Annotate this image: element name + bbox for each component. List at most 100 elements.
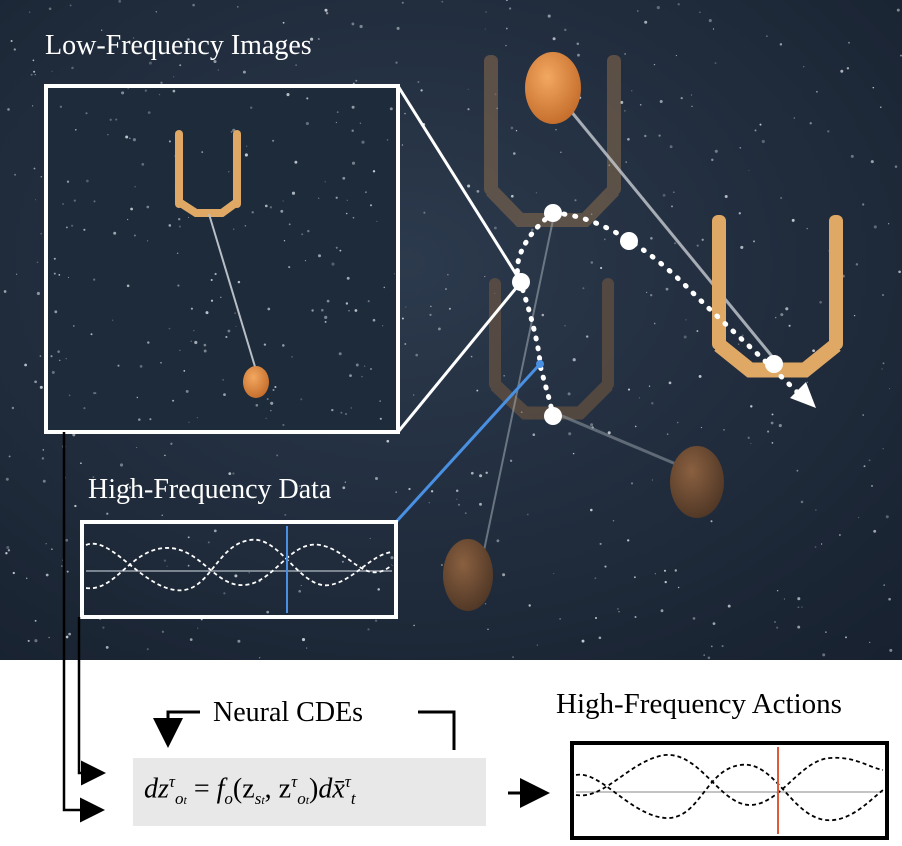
star xyxy=(685,319,687,321)
star xyxy=(65,358,67,360)
star xyxy=(147,240,149,242)
star xyxy=(282,21,285,24)
star xyxy=(227,329,231,333)
star xyxy=(266,398,269,400)
star xyxy=(676,421,679,424)
star xyxy=(797,625,801,629)
star xyxy=(300,398,303,401)
star xyxy=(232,472,235,475)
data-wave-2 xyxy=(85,543,393,589)
star xyxy=(276,454,279,457)
star xyxy=(86,179,89,183)
star xyxy=(136,396,139,399)
star xyxy=(237,639,241,643)
star xyxy=(274,385,277,389)
star xyxy=(656,6,660,10)
star xyxy=(168,327,171,330)
star xyxy=(671,205,673,208)
star xyxy=(888,597,891,601)
star xyxy=(42,449,45,451)
star xyxy=(34,639,38,643)
star xyxy=(132,138,136,142)
star xyxy=(585,335,589,338)
star xyxy=(163,559,167,562)
star xyxy=(727,604,731,608)
star xyxy=(65,635,69,639)
star xyxy=(147,111,151,114)
star xyxy=(815,509,817,511)
star xyxy=(633,576,636,579)
star xyxy=(282,344,285,347)
trajectory-point xyxy=(544,407,562,425)
star xyxy=(417,80,420,84)
star xyxy=(404,112,406,115)
star xyxy=(348,310,350,312)
star xyxy=(342,176,346,180)
star xyxy=(90,333,93,336)
star xyxy=(7,549,11,552)
star xyxy=(624,53,626,55)
star xyxy=(404,343,407,345)
star xyxy=(700,427,702,429)
star xyxy=(445,288,447,290)
star xyxy=(66,180,70,183)
star xyxy=(806,227,808,230)
star xyxy=(644,134,647,138)
star xyxy=(188,421,190,423)
star xyxy=(300,488,302,490)
star xyxy=(408,487,411,491)
star xyxy=(324,315,328,319)
star xyxy=(863,465,866,468)
star xyxy=(117,364,120,367)
star xyxy=(476,190,480,193)
star xyxy=(326,299,330,303)
star xyxy=(340,411,343,414)
star xyxy=(457,503,461,506)
star xyxy=(880,106,882,109)
star xyxy=(53,272,56,275)
trajectory-arrowhead xyxy=(790,382,816,408)
star xyxy=(294,160,298,164)
star xyxy=(771,442,774,444)
star xyxy=(155,11,158,13)
star xyxy=(8,455,11,458)
star xyxy=(83,228,86,231)
star xyxy=(638,397,640,399)
star xyxy=(284,513,287,516)
star xyxy=(244,225,247,227)
trajectory-point xyxy=(765,355,783,373)
star xyxy=(560,151,562,153)
star xyxy=(14,173,17,176)
star xyxy=(15,273,18,275)
star xyxy=(259,657,261,659)
star xyxy=(307,229,310,233)
star xyxy=(627,388,631,391)
zoom-connector-bottom xyxy=(396,281,523,433)
star xyxy=(112,319,114,321)
star xyxy=(119,463,124,467)
star xyxy=(714,149,718,153)
star xyxy=(508,7,512,10)
star xyxy=(873,529,877,533)
star xyxy=(386,139,389,141)
arrow-from-data xyxy=(77,617,106,786)
star xyxy=(747,436,750,439)
star xyxy=(555,129,557,131)
star xyxy=(310,37,314,41)
star xyxy=(783,598,785,600)
star xyxy=(282,423,285,427)
star xyxy=(883,584,885,586)
star xyxy=(128,486,132,489)
star xyxy=(269,206,273,209)
star xyxy=(536,644,539,646)
star xyxy=(780,196,783,200)
star xyxy=(590,423,594,427)
trajectory-dotted xyxy=(514,210,556,419)
star xyxy=(470,355,473,358)
star xyxy=(351,22,355,26)
star xyxy=(214,272,217,276)
star xyxy=(93,200,96,203)
star xyxy=(612,520,615,522)
star xyxy=(690,94,692,96)
star xyxy=(574,199,577,202)
